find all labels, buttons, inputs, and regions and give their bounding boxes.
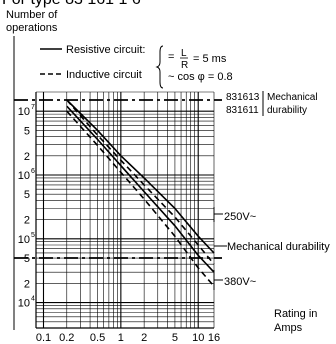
y-axis-label-line1: Number of (6, 9, 58, 21)
series-line-1 (66, 99, 215, 254)
bracket-250v (213, 207, 223, 222)
legend: Resistive circuit: Inductive circuit = L… (40, 44, 233, 89)
x-tick-label: 0.2 (59, 332, 74, 344)
y-tick-label: 2 (24, 278, 30, 290)
y-tick-label: 5 (24, 253, 30, 265)
x-tick-label: 0.1 (36, 332, 51, 344)
y-tick-label: 10 (18, 170, 30, 182)
mech-key-text-2: durability (267, 105, 307, 116)
x-tick-label: 2 (141, 332, 147, 344)
legend-lr-value: = 5 ms (193, 53, 227, 65)
y-tick-label: 10 (18, 106, 30, 118)
right-annotations: 250V~ Mechanical durability 380V~ (213, 207, 330, 290)
y-tick-label: 5 (24, 125, 30, 137)
x-tick-label: 0.5 (90, 332, 105, 344)
x-axis-label-line1: Rating in (274, 308, 317, 320)
series-lines (66, 99, 215, 287)
grid (35, 91, 215, 329)
legend-inductive-label: Inductive circuit (66, 69, 142, 81)
annotation-380v: 380V~ (224, 276, 256, 288)
series-line-2 (66, 99, 215, 265)
series-line-3 (66, 105, 215, 273)
bracket-380v (213, 270, 223, 290)
y-tick-exponent: 4 (31, 296, 35, 303)
legend-lr-denominator: R (181, 60, 188, 71)
y-tick-exponent: 7 (31, 104, 35, 111)
annotation-mech: Mechanical durability (227, 241, 330, 253)
x-tick-label: 16 (208, 332, 220, 344)
annotation-250v: 250V~ (224, 211, 256, 223)
mech-key-text-1: Mechanical (267, 92, 318, 103)
y-tick-label: 5 (24, 189, 30, 201)
legend-resistive-label: Resistive circuit: (66, 44, 145, 56)
y-axis-label-line2: operations (6, 22, 58, 34)
legend-brace (155, 45, 164, 89)
legend-lr-numerator: L (181, 48, 187, 59)
mech-durability-key: 831613 831611 Mechanical durability (226, 91, 318, 116)
legend-lr-prefix: = (168, 51, 174, 63)
series-line-4 (66, 110, 215, 287)
legend-cos-label: ~ cos φ = 0.8 (168, 71, 233, 83)
y-tick-exponent: 6 (31, 168, 35, 175)
y-tick-label: 2 (24, 151, 30, 163)
label-831613: 831613 (226, 92, 260, 103)
x-tick-label: 10 (192, 332, 204, 344)
mechanical-durability-lines (14, 99, 222, 259)
y-tick-label: 10 (18, 234, 30, 246)
chart-title: For type 83 161 1 6 (2, 0, 141, 9)
x-tick-label: 1 (118, 332, 124, 344)
y-tick-exponent: 5 (31, 232, 35, 239)
x-axis-label-line2: Amps (274, 322, 303, 334)
y-tick-label: 10 (18, 298, 30, 310)
x-tick-label: 5 (172, 332, 178, 344)
y-tick-label: 2 (24, 215, 30, 227)
label-831611: 831611 (226, 105, 259, 116)
